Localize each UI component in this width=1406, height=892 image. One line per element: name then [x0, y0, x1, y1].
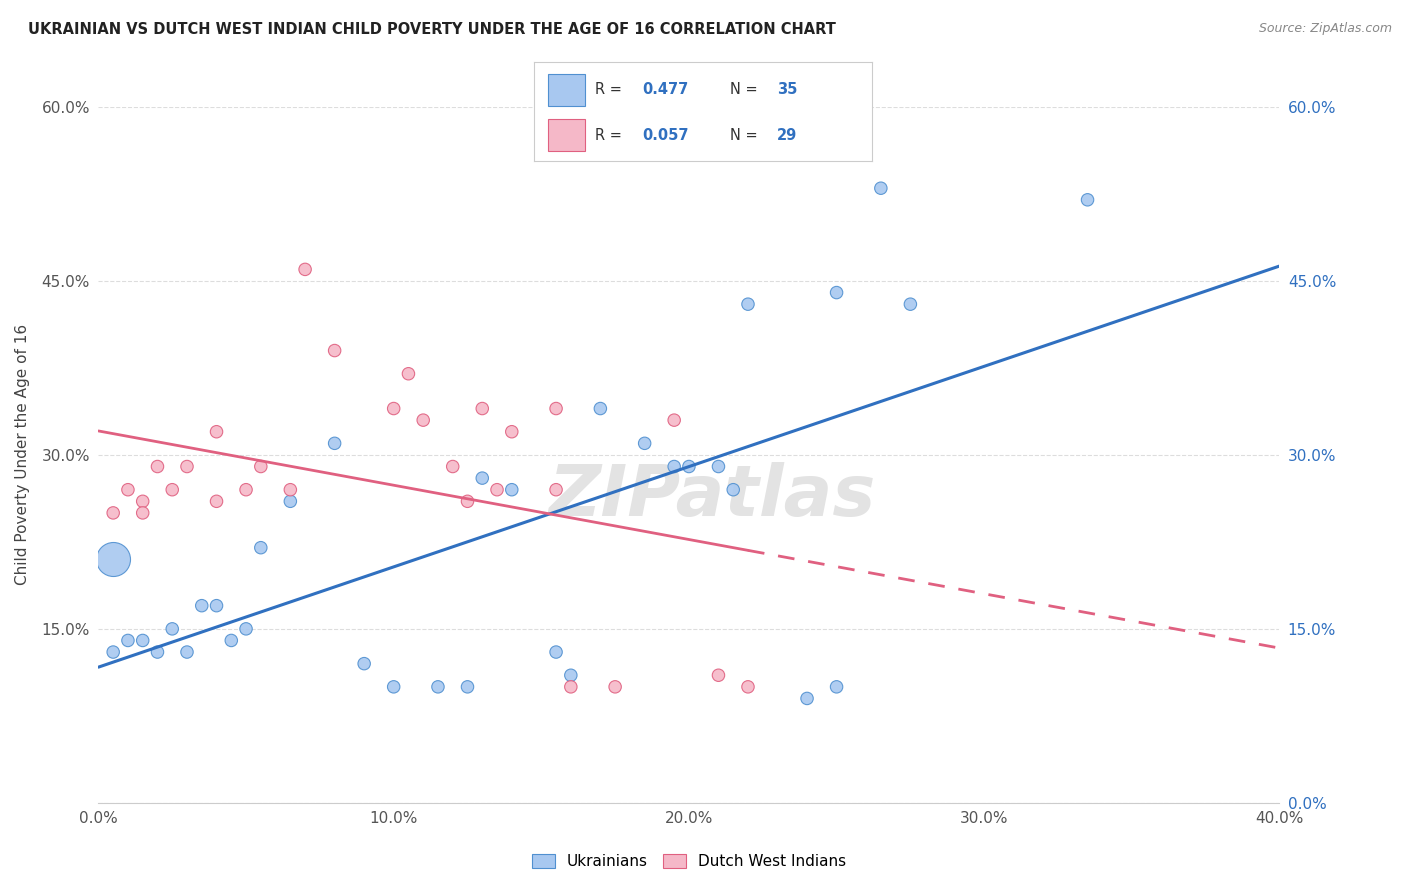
FancyBboxPatch shape: [548, 120, 585, 151]
Point: [1077, 193, 1099, 207]
Point: [456, 680, 478, 694]
Point: [146, 459, 169, 474]
Point: [117, 483, 139, 497]
Point: [103, 645, 125, 659]
Text: 0.057: 0.057: [643, 128, 689, 143]
Point: [294, 262, 316, 277]
Point: [737, 297, 759, 311]
Text: N =: N =: [730, 128, 762, 143]
Text: UKRAINIAN VS DUTCH WEST INDIAN CHILD POVERTY UNDER THE AGE OF 16 CORRELATION CHA: UKRAINIAN VS DUTCH WEST INDIAN CHILD POV…: [28, 22, 837, 37]
Point: [176, 645, 198, 659]
Point: [869, 181, 891, 195]
Point: [396, 367, 419, 381]
Point: [441, 459, 464, 474]
Point: [546, 645, 568, 659]
Point: [678, 459, 700, 474]
Point: [825, 285, 848, 300]
Point: [235, 483, 257, 497]
Y-axis label: Child Poverty Under the Age of 16: Child Poverty Under the Age of 16: [15, 325, 31, 585]
Point: [205, 599, 228, 613]
Point: [323, 343, 346, 358]
Legend: Ukrainians, Dutch West Indians: Ukrainians, Dutch West Indians: [526, 848, 852, 875]
Point: [162, 483, 183, 497]
Point: [633, 436, 655, 450]
Point: [546, 401, 568, 416]
Point: [486, 483, 509, 497]
Text: 0.477: 0.477: [643, 82, 689, 97]
Point: [205, 494, 228, 508]
Point: [278, 483, 302, 497]
Point: [103, 552, 125, 566]
Point: [382, 401, 405, 416]
Text: R =: R =: [595, 128, 627, 143]
Point: [176, 459, 198, 474]
Point: [707, 459, 730, 474]
FancyBboxPatch shape: [548, 74, 585, 105]
Point: [501, 425, 523, 439]
Point: [471, 471, 494, 485]
Point: [103, 506, 125, 520]
Point: [501, 483, 523, 497]
Point: [205, 425, 228, 439]
Point: [546, 483, 568, 497]
Point: [132, 506, 155, 520]
Point: [723, 483, 745, 497]
Point: [664, 459, 686, 474]
Point: [235, 622, 257, 636]
Point: [219, 633, 242, 648]
Point: [796, 691, 818, 706]
Point: [323, 436, 346, 450]
Point: [560, 680, 582, 694]
Point: [664, 413, 686, 427]
Point: [456, 494, 478, 508]
Point: [250, 541, 273, 555]
Point: [560, 668, 582, 682]
Point: [471, 401, 494, 416]
Text: 29: 29: [778, 128, 797, 143]
Point: [132, 494, 155, 508]
Text: Source: ZipAtlas.com: Source: ZipAtlas.com: [1258, 22, 1392, 36]
Point: [412, 413, 434, 427]
Point: [132, 633, 155, 648]
Point: [250, 459, 273, 474]
Point: [707, 668, 730, 682]
Point: [427, 680, 450, 694]
Point: [737, 680, 759, 694]
Point: [900, 297, 922, 311]
Point: [825, 680, 848, 694]
Point: [589, 401, 612, 416]
Point: [117, 633, 139, 648]
Point: [278, 494, 302, 508]
Point: [353, 657, 375, 671]
Point: [382, 680, 405, 694]
Text: N =: N =: [730, 82, 762, 97]
Text: R =: R =: [595, 82, 627, 97]
Text: 35: 35: [778, 82, 797, 97]
Point: [162, 622, 183, 636]
Text: ZIPatlas: ZIPatlas: [548, 462, 876, 531]
Point: [191, 599, 214, 613]
Point: [146, 645, 169, 659]
Point: [605, 680, 627, 694]
